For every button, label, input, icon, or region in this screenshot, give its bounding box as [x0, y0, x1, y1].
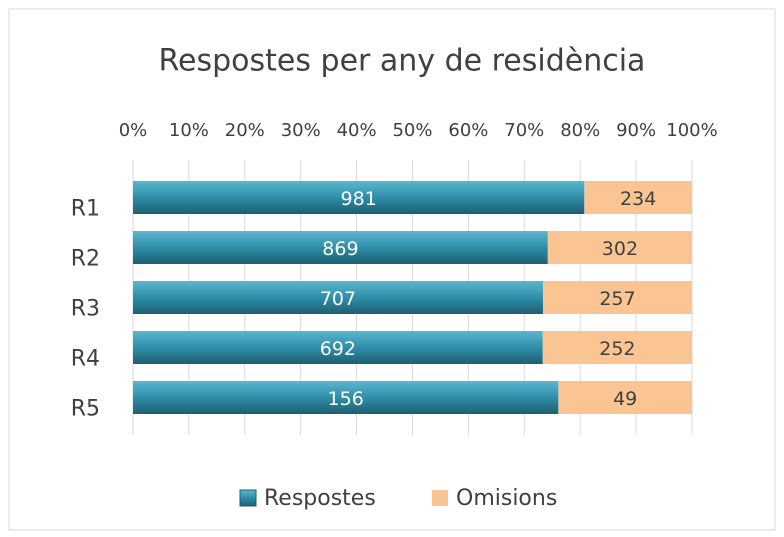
x-tick-label: 30%: [281, 120, 321, 141]
bar-segment: [133, 281, 543, 314]
legend-swatch: [432, 490, 448, 506]
x-tick-label: 80%: [560, 120, 600, 141]
bar-segment: [542, 331, 692, 364]
bar-segment: [547, 231, 692, 264]
y-tick-label: R1: [71, 197, 100, 222]
data-label: 869: [322, 238, 358, 260]
bar-segment: [133, 231, 548, 264]
y-tick-label: R3: [71, 297, 100, 322]
data-label: 302: [602, 238, 638, 260]
x-tick-label: 100%: [666, 120, 717, 141]
x-tick-label: 50%: [392, 120, 432, 141]
bar-segment: [133, 381, 559, 414]
y-tick-label: R5: [71, 397, 100, 422]
chart-title: Respostes per any de residència: [159, 44, 646, 79]
bar-segment: [542, 281, 692, 314]
bar-segment: [584, 181, 692, 214]
legend-swatch: [239, 489, 257, 507]
legend-label: Omisions: [456, 486, 557, 511]
data-label: 234: [620, 188, 656, 210]
bar-segment: [133, 331, 543, 364]
x-tick-label: 70%: [504, 120, 544, 141]
data-label: 156: [328, 388, 364, 410]
data-label: 49: [613, 388, 637, 410]
data-label: 257: [599, 288, 635, 310]
data-label: 981: [341, 188, 377, 210]
x-tick-label: 60%: [448, 120, 488, 141]
bar-segment: [133, 181, 585, 214]
x-tick-label: 10%: [169, 120, 209, 141]
data-label: 707: [320, 288, 356, 310]
bar-segment: [558, 381, 692, 414]
y-tick-label: R4: [71, 347, 100, 372]
x-tick-label: 0%: [119, 120, 148, 141]
y-tick-label: R2: [71, 247, 100, 272]
x-tick-label: 20%: [225, 120, 265, 141]
x-tick-label: 90%: [616, 120, 656, 141]
data-label: 692: [320, 338, 356, 360]
x-tick-label: 40%: [337, 120, 377, 141]
data-label: 252: [599, 338, 635, 360]
legend-label: Respostes: [264, 486, 376, 511]
chart-border: [8, 8, 776, 531]
